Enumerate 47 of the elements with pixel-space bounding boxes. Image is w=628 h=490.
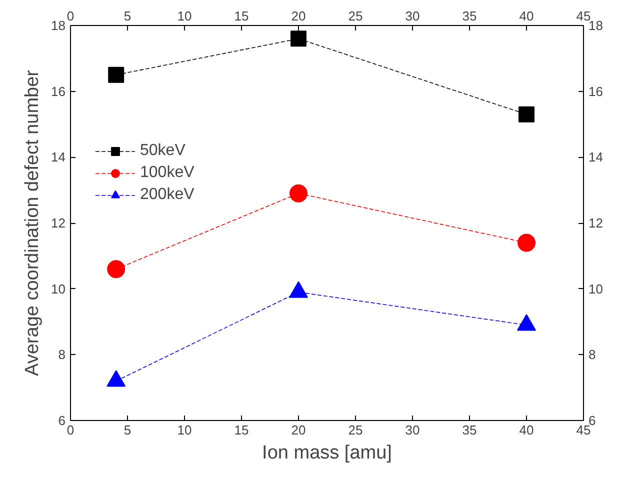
legend-label: 50keV	[140, 142, 186, 160]
y-tick-label: 18	[51, 18, 66, 33]
y-axis-title: Average coordination defect number	[22, 69, 44, 376]
y2-tick-label: 12	[588, 216, 603, 230]
x2-tick-label: 10	[177, 8, 192, 24]
x2-tick-label: 45	[576, 8, 591, 24]
x-tick-label: 35	[462, 422, 477, 438]
x2-tick-label: 40	[519, 8, 534, 24]
x-tick-label: 30	[405, 422, 420, 438]
point	[518, 234, 536, 252]
x2-tick-label: 5	[124, 8, 132, 24]
y2-tick-label: 6	[588, 413, 596, 428]
x2-tick-label: 30	[405, 8, 420, 24]
y2-tick-label: 18	[588, 18, 603, 33]
x2-tick-label: 0	[66, 8, 74, 24]
x-tick-label: 10	[177, 422, 192, 438]
x-tick-label: 20	[291, 422, 306, 438]
y-tick-label: 10	[51, 281, 66, 296]
y2-tick-label: 16	[588, 84, 603, 99]
x-tick-label: 0	[66, 422, 74, 438]
x-tick-label: 15	[234, 422, 249, 438]
legend-label: 100keV	[140, 164, 194, 182]
y2-tick-label: 10	[588, 281, 603, 296]
x2-tick-label: 35	[462, 8, 477, 24]
y2-tick-label: 14	[588, 150, 603, 165]
x2-tick-label: 15	[234, 8, 249, 24]
point	[517, 314, 536, 331]
point	[290, 30, 306, 47]
point	[106, 370, 126, 387]
x-tick-label: 25	[348, 422, 363, 438]
x-tick-label: 45	[576, 422, 591, 438]
y-tick-label: 8	[58, 347, 66, 362]
point	[518, 106, 534, 122]
point	[290, 184, 308, 202]
y-tick-label: 14	[51, 150, 66, 165]
point	[289, 281, 308, 298]
legend-label: 200keV	[140, 186, 194, 204]
y-tick-label: 16	[51, 84, 66, 99]
point	[108, 66, 124, 83]
x-axis-title: Ion mass [amu]	[262, 442, 392, 464]
x2-tick-label: 25	[348, 8, 363, 24]
x2-tick-label: 20	[291, 8, 306, 24]
x-tick-label: 5	[124, 422, 132, 438]
y-tick-label: 6	[58, 413, 66, 428]
x-tick-label: 40	[519, 422, 534, 438]
y2-tick-label: 8	[588, 347, 596, 362]
y-tick-label: 12	[51, 216, 66, 230]
